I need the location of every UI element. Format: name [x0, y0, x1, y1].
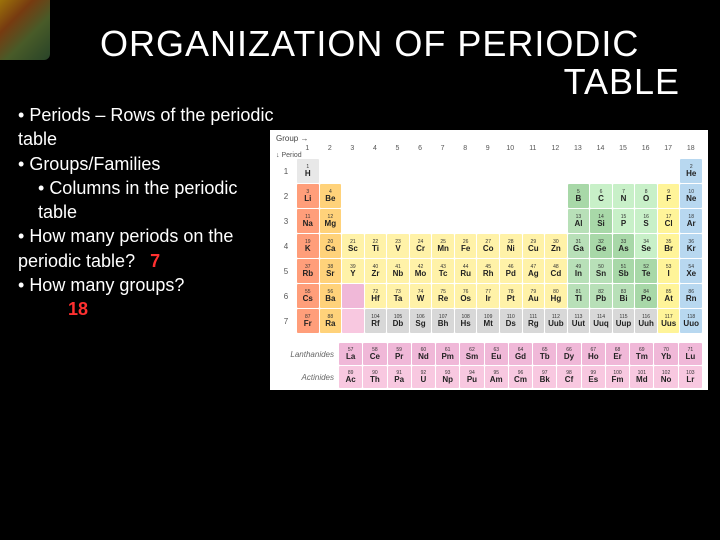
pt-group-label: Group →	[276, 134, 308, 143]
accent-decoration	[0, 0, 50, 60]
answer-periods: 7	[150, 251, 160, 271]
title-line2: TABLE	[100, 63, 710, 101]
bullet-groups: Groups/Families	[18, 152, 278, 176]
bullet-periods: Periods – Rows of the periodic table	[18, 103, 278, 152]
pt-fblock: Lanthanides57La58Ce59Pr60Nd61Pm62Sm63Eu6…	[276, 343, 702, 388]
bullet-groups-sub: Columns in the periodic table	[18, 176, 278, 225]
slide-title: ORGANIZATION OF PERIODIC TABLE	[100, 25, 710, 101]
answer-groups: 18	[18, 297, 278, 321]
bullet-q-periods: How many periods on the periodic table? …	[18, 224, 278, 273]
q-periods-text: How many periods on the periodic table?	[18, 226, 233, 270]
bullet-list: Periods – Rows of the periodic table Gro…	[18, 103, 278, 322]
periodic-table-image: Group → 123456789101112131415161718 ↓ Pe…	[270, 130, 708, 390]
pt-group-numbers: 123456789101112131415161718	[276, 145, 702, 152]
pt-period-label: ↓ Period	[276, 152, 702, 159]
title-line1: ORGANIZATION OF PERIODIC	[100, 23, 639, 64]
pt-main-grid: 11H2He23Li4Be5B6C7N8O9F10Ne311Na12Mg13Al…	[276, 159, 702, 333]
bullet-q-groups: How many groups?	[18, 273, 278, 297]
pt-header: Group →	[276, 134, 702, 143]
